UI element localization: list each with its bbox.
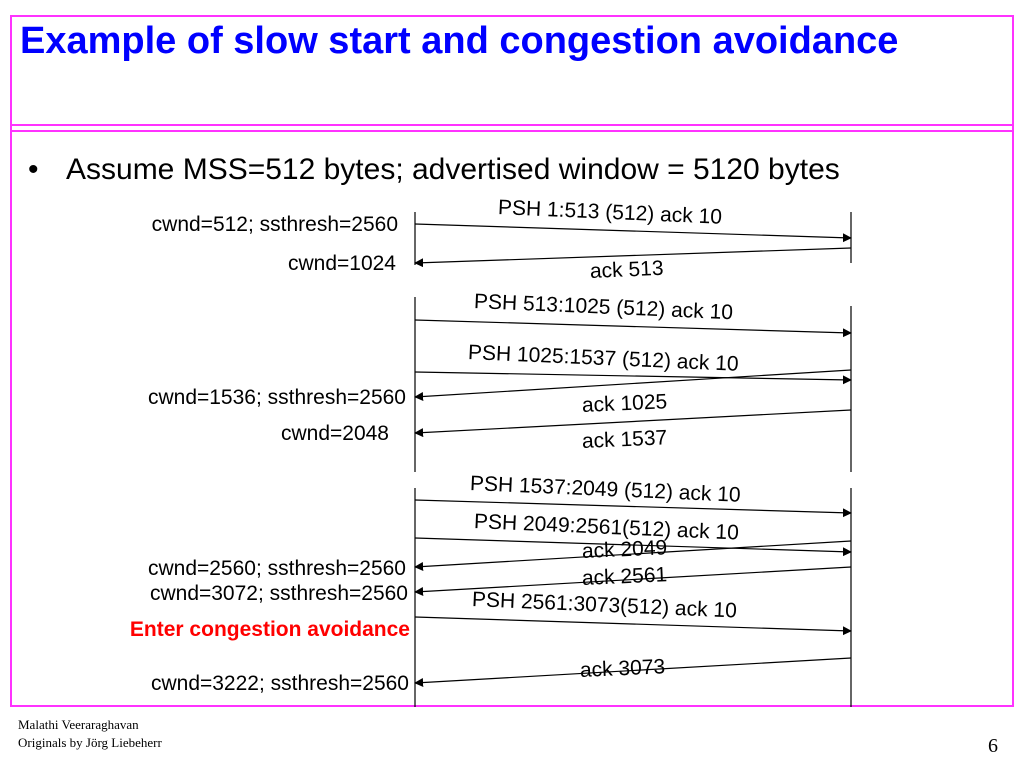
segment-arrow bbox=[414, 319, 852, 338]
bullet-text: Assume MSS=512 bytes; advertised window … bbox=[66, 153, 840, 186]
slide-title: Example of slow start and congestion avo… bbox=[20, 20, 899, 62]
state-label: cwnd=2560; ssthresh=2560 bbox=[147, 557, 406, 580]
footer-author: Malathi Veeraraghavan bbox=[18, 717, 139, 732]
bullet-marker: • bbox=[28, 153, 39, 186]
state-label: cwnd=512; ssthresh=2560 bbox=[151, 213, 398, 236]
footer-credit: Originals by Jörg Liebeherr bbox=[18, 735, 162, 750]
state-label: cwnd=3072; ssthresh=2560 bbox=[149, 582, 408, 605]
congestion-avoidance-note: Enter congestion avoidance bbox=[129, 618, 410, 641]
state-label: cwnd=2048 bbox=[280, 422, 389, 445]
page-number: 6 bbox=[988, 735, 998, 757]
state-label: cwnd=1536; ssthresh=2560 bbox=[147, 386, 406, 409]
ack-arrow bbox=[414, 369, 852, 401]
ack-arrow bbox=[414, 409, 852, 438]
ack-arrow bbox=[414, 247, 852, 268]
segment-arrow bbox=[414, 499, 852, 518]
state-label: cwnd=3222; ssthresh=2560 bbox=[150, 672, 409, 695]
title-separator-top bbox=[10, 124, 1014, 126]
segment-arrow bbox=[414, 616, 852, 636]
ack-arrow bbox=[414, 657, 852, 688]
slide-frame bbox=[10, 15, 1014, 707]
state-label: cwnd=1024 bbox=[287, 252, 396, 275]
ack-arrow bbox=[414, 540, 852, 572]
segment-arrow bbox=[414, 223, 852, 243]
ack-arrow bbox=[414, 566, 852, 597]
title-separator-bottom bbox=[10, 130, 1014, 132]
segment-arrow bbox=[414, 371, 852, 385]
segment-arrow bbox=[414, 537, 852, 557]
